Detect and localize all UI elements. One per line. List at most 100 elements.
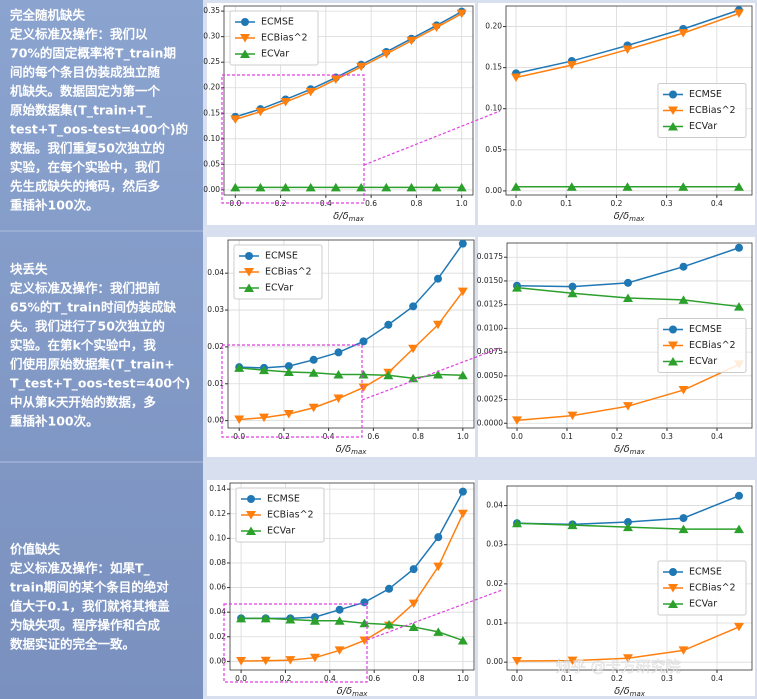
section-line: train期间的某个条目的绝对	[10, 580, 169, 595]
section-line: 机缺失。数据固定为第一个	[10, 84, 161, 99]
marker	[408, 344, 419, 354]
x-tick-label: 0.4	[324, 674, 336, 683]
chart: 0.000.010.020.030.040.0 0.2 0.4 0.6 0.8 1.0δ/…	[207, 237, 475, 457]
x-tick-label: 0.2	[611, 674, 623, 683]
legend-label: ECMSE	[265, 251, 298, 262]
legend-marker	[668, 599, 678, 608]
legend-label: ECBias^2	[261, 33, 308, 44]
legend-marker	[669, 325, 677, 334]
marker	[406, 182, 417, 192]
marker	[333, 370, 344, 379]
x-tick-label: 0.0	[511, 674, 523, 683]
marker	[384, 320, 393, 329]
section-line: 数据实证的完全一致。	[9, 637, 135, 652]
marker	[358, 383, 369, 392]
marker	[623, 293, 633, 303]
marker	[512, 416, 522, 425]
marker	[359, 618, 370, 628]
plot-frame	[223, 5, 474, 196]
zoom-box	[221, 74, 365, 204]
x-axis-label-main: δ/δ	[614, 686, 630, 697]
y-tick-label: 0.06	[209, 583, 226, 592]
marker	[260, 656, 271, 666]
marker	[735, 491, 743, 500]
x-tick-label: 0.0	[511, 432, 523, 441]
y-tick-label: 0.01	[486, 618, 503, 627]
y-tick-label: 0.20	[203, 83, 220, 92]
x-tick-label: 0.1	[560, 199, 572, 208]
marker	[735, 243, 743, 252]
marker	[457, 509, 468, 519]
series-line	[235, 10, 463, 118]
marker	[408, 599, 419, 609]
x-tick-label: 0.8	[412, 432, 424, 441]
legend-label: ECMSE	[689, 567, 722, 578]
marker	[305, 182, 316, 192]
y-tick-label: 0.05	[203, 159, 220, 168]
marker	[260, 613, 271, 623]
chart: 0.00 0.01 0.02 0.03 0.04 0.0 0.1 0.2 0.3 0.4 δ/δma…	[478, 480, 755, 698]
x-tick-label: 0.8	[413, 674, 425, 683]
x-tick-label: 0.0	[233, 432, 245, 441]
section-line: test+T_oos-test=400个)的	[10, 122, 188, 138]
y-tick-label: 0.0025	[477, 395, 503, 404]
section-line: 重插补100次。	[10, 198, 99, 213]
section-line: 定义标准及操作：如果T_	[9, 561, 151, 577]
plot-frame	[506, 242, 753, 429]
plot-frame	[227, 239, 475, 429]
section-line: 70%的固定概率将T_train期	[10, 46, 176, 62]
x-axis-label: δ/δmax	[614, 444, 646, 456]
x-tick-label: 0.8	[410, 199, 422, 208]
marker	[622, 45, 633, 55]
section-line: 失。我们进行了50次独立的	[10, 319, 165, 334]
y-tick-label: 0.0175	[477, 252, 503, 261]
marker	[679, 514, 688, 523]
marker	[511, 182, 522, 191]
marker	[431, 23, 442, 32]
x-tick-label: 0.2	[610, 199, 622, 208]
legend-label: ECBias^2	[689, 105, 736, 116]
x-tick-label: 0.4	[711, 674, 723, 683]
section-line: 重插补100次。	[10, 414, 99, 429]
marker	[259, 365, 270, 375]
legend-marker	[244, 268, 254, 277]
x-axis-label-sub: max	[630, 690, 646, 698]
marker	[512, 283, 522, 292]
marker	[255, 182, 266, 192]
marker	[356, 62, 367, 72]
legend-marker	[668, 584, 678, 593]
x-tick-label: 1.0	[457, 432, 469, 441]
charts: 0.000.050.100.150.200.250.300.350.0 0.2 0.…	[203, 3, 755, 698]
marker	[566, 61, 577, 70]
legend-label: ECMSE	[267, 494, 300, 505]
chart: 0.00 0.02 0.04 0.06 0.08 0.10 0.12 0.14 0.0 0.2 0.…	[207, 480, 475, 698]
marker	[381, 182, 392, 192]
marker	[678, 29, 689, 38]
x-tick-label: 0.4	[711, 432, 723, 441]
marker	[234, 415, 245, 425]
section-line: 值大于0.1，我们就将其掩盖	[10, 599, 170, 614]
legend-label: ECMSE	[261, 17, 294, 28]
chart: 0.00 0.05 0.10 0.15 0.20 0.25 0.30 0.35 0.0 0.2 0.…	[203, 3, 475, 225]
marker	[623, 402, 633, 411]
zoom-overlay	[221, 74, 503, 683]
marker	[512, 656, 522, 666]
plot-frame	[505, 5, 753, 196]
legend-marker	[246, 526, 256, 535]
legend-label: ECMSE	[689, 324, 722, 335]
y-tick-label: 0.20	[485, 22, 502, 31]
legend-marker	[247, 495, 255, 503]
series-line	[239, 243, 464, 369]
marker	[283, 367, 294, 376]
y-tick-label: 0.03	[207, 305, 224, 314]
marker	[285, 656, 296, 665]
legend-label: ECVar	[265, 283, 293, 294]
x-axis-label-main: δ/δ	[336, 444, 352, 455]
marker	[457, 635, 468, 645]
marker	[408, 622, 419, 631]
marker	[624, 518, 632, 527]
x-axis-label: δ/δmax	[337, 686, 369, 698]
marker	[234, 363, 245, 372]
marker	[623, 522, 633, 532]
